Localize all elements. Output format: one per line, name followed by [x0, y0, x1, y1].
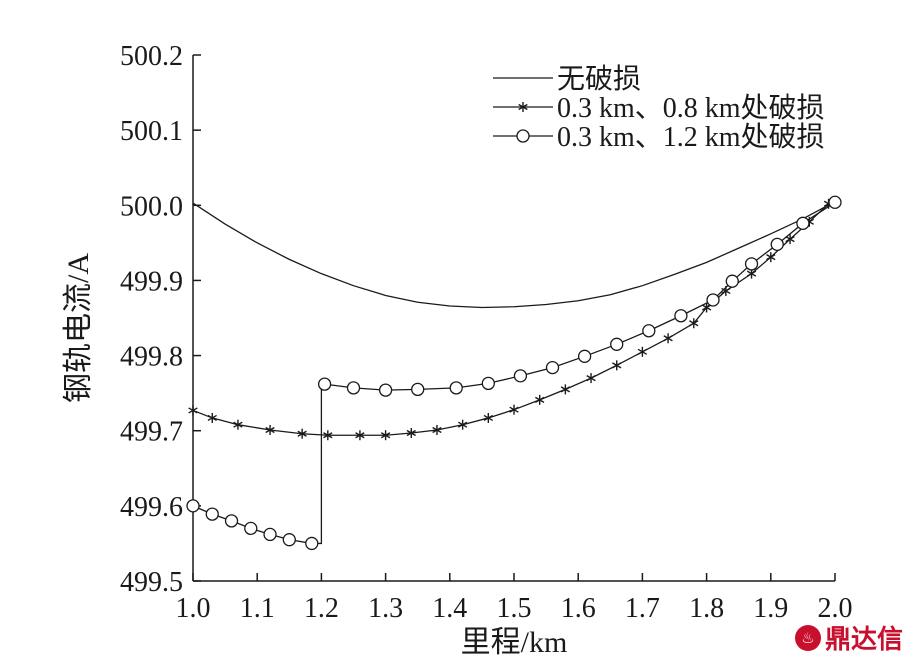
circle-marker — [263, 527, 277, 542]
circle-marker — [244, 521, 258, 536]
x-tick-label: 1.9 — [753, 593, 788, 624]
circle-marker — [186, 499, 200, 513]
asterisk-marker — [518, 102, 528, 112]
asterisk-marker — [586, 373, 596, 384]
y-axis-label: 钢轨电流/A — [62, 253, 95, 403]
asterisk-marker — [534, 394, 545, 405]
circle-marker — [828, 195, 842, 209]
x-tick-label: 1.1 — [240, 593, 275, 624]
x-tick-label: 1.0 — [176, 593, 211, 624]
circle-marker — [545, 360, 560, 375]
series-damage-0-3-1-2 — [186, 195, 842, 551]
circle-marker — [411, 382, 425, 397]
asterisk-marker — [406, 427, 416, 438]
asterisk-marker — [265, 424, 275, 435]
x-tick-label: 1.3 — [368, 593, 403, 624]
y-tick-label: 499.6 — [120, 492, 183, 523]
x-tick-label: 1.5 — [497, 593, 532, 624]
legend-item: 0.3 km、1.2 km处破损 — [493, 121, 825, 153]
asterisk-marker — [637, 346, 648, 357]
x-tick-label: 1.8 — [689, 593, 724, 624]
circle-marker — [346, 381, 361, 395]
circle-marker — [706, 293, 720, 307]
asterisk-marker — [233, 419, 243, 430]
asterisk-marker — [483, 412, 494, 423]
circle-marker — [224, 514, 239, 528]
x-tick-label: 1.6 — [561, 593, 596, 624]
asterisk-marker — [701, 302, 712, 313]
legend-label: 0.3 km、0.8 km处破损 — [557, 92, 825, 124]
asterisk-marker — [785, 234, 795, 245]
asterisk-marker — [297, 428, 307, 439]
circle-marker — [317, 377, 332, 391]
asterisk-marker — [323, 430, 333, 441]
circle-marker — [744, 257, 759, 271]
watermark-text: 鼎达信 — [824, 625, 903, 655]
y-tick-label: 499.8 — [120, 342, 183, 373]
series-line — [192, 200, 836, 436]
y-tick-label: 500.1 — [120, 116, 183, 147]
asterisk-marker — [355, 430, 365, 441]
circle-marker — [516, 129, 530, 143]
x-axis-label: 里程/km — [461, 626, 568, 659]
circle-marker — [378, 383, 393, 397]
circle-marker — [205, 507, 219, 521]
y-tick-label: 500.0 — [120, 191, 183, 222]
circle-marker — [770, 237, 784, 252]
circle-marker — [642, 324, 656, 338]
series-damage-0-3-0-8 — [188, 196, 840, 441]
circle-marker — [282, 533, 296, 547]
asterisk-marker — [188, 405, 198, 416]
x-tick-label: 1.2 — [304, 593, 339, 624]
legend-label: 0.3 km、1.2 km处破损 — [557, 121, 825, 153]
y-tick-label: 499.7 — [120, 417, 183, 448]
asterisk-marker — [612, 360, 622, 371]
asterisk-marker — [509, 404, 519, 415]
circle-marker — [674, 309, 688, 323]
y-tick-label: 500.2 — [120, 41, 183, 72]
circle-marker — [725, 274, 739, 288]
asterisk-marker — [457, 419, 468, 430]
watermark: ♨ 鼎达信 — [794, 619, 903, 656]
y-tick-label: 499.9 — [120, 266, 183, 297]
y-tick-label: 499.5 — [120, 567, 183, 598]
asterisk-marker — [432, 424, 442, 435]
legend-item: 0.3 km、0.8 km处破损 — [493, 92, 825, 124]
axes: 499.5 499.6 499.7 499.8 499.9 500.0 500.1 500.2… — [62, 41, 853, 659]
asterisk-marker — [560, 384, 571, 395]
series-line — [192, 200, 836, 309]
x-tick-label: 1.4 — [432, 593, 467, 624]
legend-item: 无破损 — [493, 63, 641, 95]
asterisk-marker — [689, 318, 699, 329]
circle-marker — [577, 349, 592, 363]
circle-marker — [610, 337, 624, 351]
series-line — [192, 201, 836, 545]
circle-marker — [796, 216, 810, 230]
series-no-damage — [192, 200, 836, 309]
series-layer — [186, 195, 842, 551]
x-tick-label: 2.0 — [818, 593, 853, 624]
asterisk-marker — [766, 252, 776, 263]
asterisk-marker — [663, 333, 673, 344]
circle-marker — [449, 381, 463, 395]
circle-marker — [513, 369, 528, 383]
x-tick-label: 1.7 — [625, 593, 660, 624]
logo-icon: ♨ — [794, 624, 821, 651]
circle-marker — [305, 536, 319, 551]
asterisk-marker — [380, 430, 391, 441]
circle-marker — [481, 376, 495, 391]
asterisk-marker — [207, 412, 217, 423]
legend-label: 无破损 — [557, 63, 641, 95]
